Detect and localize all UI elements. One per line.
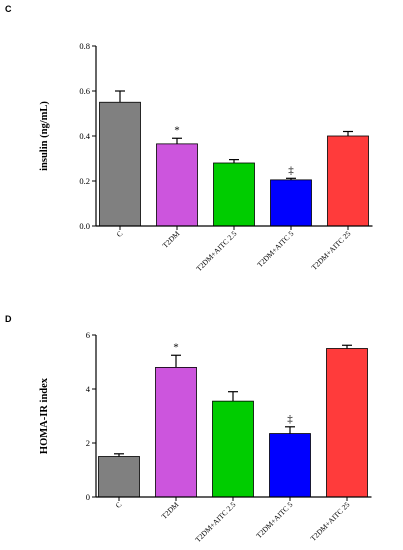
x-tick-label: T2DM+AITC 25 — [309, 500, 352, 543]
chart-panel-c: C C * T2DM T2DM+AITC 2.5 ‡ T2DM+AITC 5 T2DM+AIT… — [5, 4, 373, 273]
x-tick-label: T2DM+AITC 5 — [255, 229, 295, 269]
y-tick-label: 0.2 — [79, 176, 90, 186]
x-tick-label: C — [114, 500, 124, 510]
x-tick-label: T2DM+AITC 2.5 — [193, 500, 237, 544]
x-tick-label: T2DM+AITC 25 — [310, 229, 353, 272]
x-tick-label: T2DM+AITC 2.5 — [194, 229, 238, 273]
y-axis-label: HOMA-IR index — [39, 377, 50, 454]
significance-marker: * — [174, 124, 180, 136]
y-tick-label: 0.8 — [79, 41, 90, 51]
x-tick-label: T2DM+AITC 5 — [254, 500, 294, 540]
bar — [326, 348, 368, 498]
x-tick-label: C — [115, 229, 125, 239]
y-tick-label: 4 — [86, 384, 91, 394]
y-tick-label: 2 — [86, 438, 90, 448]
y-tick-label: 0 — [86, 492, 90, 502]
panel-label: C — [5, 4, 12, 14]
significance-marker: * — [173, 341, 179, 353]
y-tick-label: 6 — [86, 330, 90, 340]
bar — [156, 143, 198, 227]
bar — [270, 179, 312, 227]
significance-marker: ‡ — [288, 164, 294, 176]
bar — [269, 433, 311, 498]
x-tick-label: T2DM — [161, 229, 182, 250]
x-tick-label: T2DM — [160, 500, 181, 521]
bar — [155, 366, 197, 498]
y-axis-label: insulin (ng/mL) — [39, 101, 50, 171]
bar — [213, 162, 255, 227]
significance-marker: ‡ — [287, 413, 293, 425]
chart-panel-d: D C * T2DM T2DM+AITC 2.5 ‡ T2DM+AITC 5 T2DM+AIT… — [5, 314, 372, 544]
y-tick-label: 0.6 — [79, 86, 90, 96]
y-tick-label: 0.4 — [79, 131, 90, 141]
bar — [98, 456, 140, 498]
panel-label: D — [5, 314, 12, 324]
bar — [212, 400, 254, 498]
bar — [327, 135, 369, 227]
y-tick-label: 0.0 — [79, 221, 90, 231]
bar — [99, 101, 141, 227]
